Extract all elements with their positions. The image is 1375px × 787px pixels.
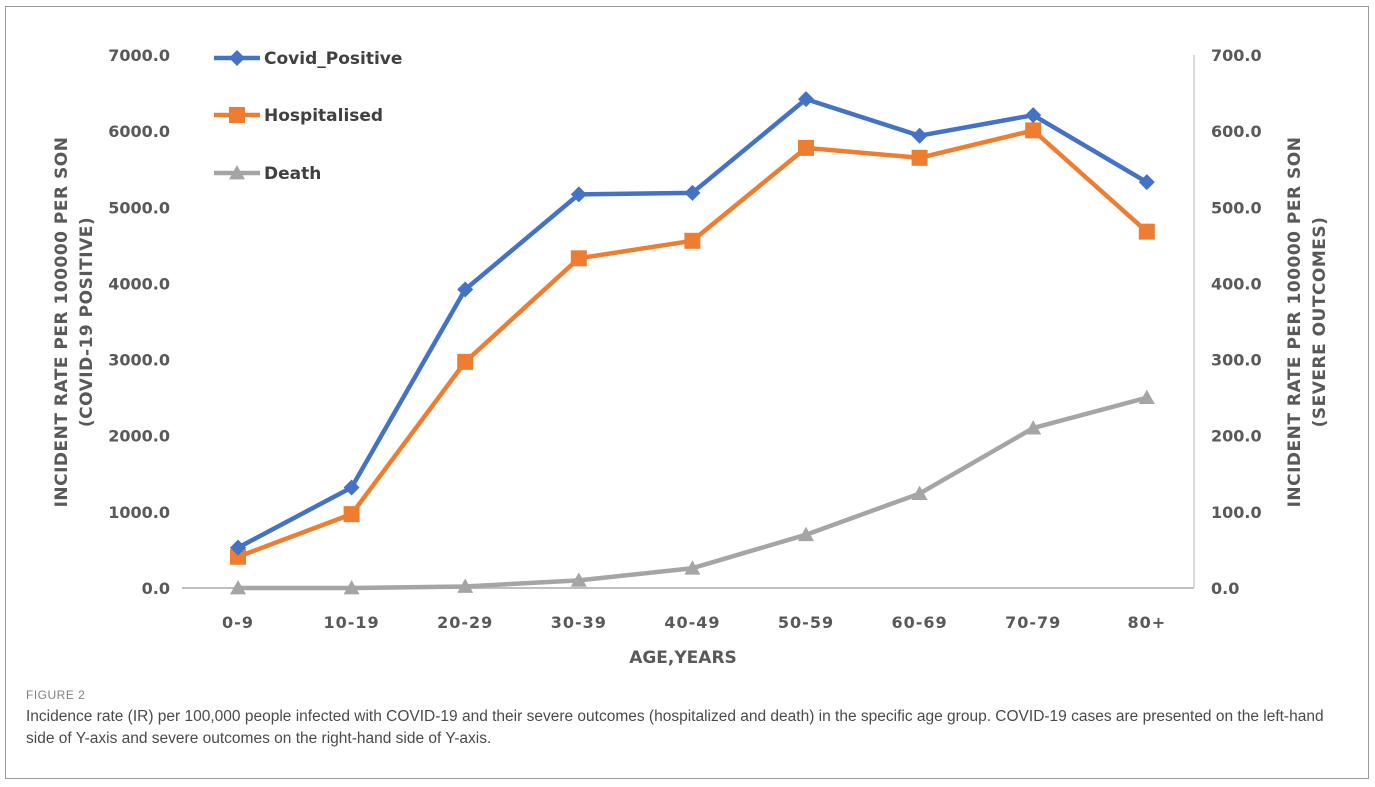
right-y-tick-label: 400.0: [1211, 274, 1262, 293]
x-ticks: 0-9 10-19 20-29 30-39 40-49 50-59 60-69 70-79 80…: [222, 613, 1166, 632]
data-point-death: [230, 580, 246, 595]
series-death: [230, 389, 1155, 595]
right-y-tick-label: 700.0: [1211, 46, 1262, 65]
x-tick-label: 50-59: [778, 613, 834, 632]
x-tick-label: 70-79: [1005, 613, 1061, 632]
x-tick-label: 10-19: [324, 613, 380, 632]
figure-label: FIGURE 2: [26, 688, 86, 702]
left-y-ticks: 0.0 1000.0 2000.0 3000.0 4000.0 5000.0 6000.0 7…: [108, 46, 170, 598]
data-point-covid-positive: [343, 479, 360, 496]
right-y-tick-label: 600.0: [1211, 122, 1262, 141]
right-y-tick-label: 300.0: [1211, 351, 1262, 370]
data-point-death: [798, 526, 814, 542]
data-point-covid-positive: [911, 127, 928, 144]
right-y-tick-label: 100.0: [1211, 503, 1262, 522]
left-y-tick-label: 6000.0: [108, 122, 170, 141]
series-layer: [230, 91, 1155, 595]
legend-item-hospitalised: Hospitalised: [214, 106, 383, 126]
left-y-tick-label: 0.0: [142, 579, 170, 598]
data-point-hospitalised: [343, 506, 360, 523]
data-point-covid-positive: [1138, 174, 1155, 191]
right-y-axis-title-line2: (SEVERE OUTCOMES): [1310, 217, 1330, 428]
axes-layer: [182, 55, 1195, 589]
series-hospitalised: [230, 122, 1155, 565]
x-tick-label: 30-39: [551, 613, 607, 632]
left-y-axis-title-line1: INCIDENT RATE PER 100000 PER SON: [52, 137, 72, 508]
data-point-covid-positive: [570, 186, 587, 203]
data-point-death: [570, 572, 587, 587]
figure-frame: 0.0 1000.0 2000.0 3000.0 4000.0 5000.0 6000.0 7…: [5, 6, 1369, 779]
left-y-tick-label: 3000.0: [108, 351, 170, 370]
chart: 0.0 1000.0 2000.0 3000.0 4000.0 5000.0 6000.0 7…: [52, 46, 1330, 668]
right-y-ticks: 0.0 100.0 200.0 300.0 400.0 500.0 600.0 700.0: [1211, 46, 1262, 598]
data-point-hospitalised: [570, 250, 587, 267]
legend-item-death: Death: [214, 164, 321, 184]
series-covid-positive: [230, 91, 1155, 556]
legend: Covid_Positive Hospitalised Death: [214, 49, 402, 184]
data-point-death: [911, 485, 928, 500]
right-y-tick-label: 0.0: [1211, 579, 1239, 598]
data-point-death: [1138, 389, 1155, 405]
data-point-death: [457, 578, 474, 593]
legend-swatch-marker: [229, 107, 245, 123]
data-point-covid-positive: [457, 281, 474, 298]
data-point-hospitalised: [1138, 223, 1155, 240]
data-point-hospitalised: [911, 149, 928, 166]
data-point-hospitalised: [1025, 122, 1042, 139]
left-y-tick-label: 7000.0: [108, 46, 170, 65]
data-point-hospitalised: [798, 139, 814, 156]
x-tick-label: 40-49: [664, 613, 720, 632]
data-point-covid-positive: [1025, 107, 1042, 124]
figure-caption: Incidence rate (IR) per 100,000 people i…: [26, 708, 1324, 747]
left-y-tick-label: 4000.0: [108, 274, 170, 293]
right-y-tick-label: 200.0: [1211, 427, 1262, 446]
data-point-covid-positive: [230, 539, 246, 556]
legend-swatch-marker: [229, 165, 245, 180]
right-y-axis-title-line1: INCIDENT RATE PER 100000 PER SON: [1285, 137, 1305, 508]
data-point-covid-positive: [684, 184, 701, 201]
x-tick-label: 20-29: [437, 613, 493, 632]
data-point-death: [684, 560, 701, 575]
data-point-hospitalised: [684, 232, 701, 249]
x-tick-label: 60-69: [892, 613, 948, 632]
legend-label: Covid_Positive: [264, 49, 402, 69]
series-line-death: [238, 395, 1148, 591]
legend-label: Hospitalised: [264, 106, 383, 126]
x-tick-label: 0-9: [222, 613, 254, 632]
x-tick-label: 80+: [1127, 613, 1166, 632]
left-y-tick-label: 1000.0: [108, 503, 170, 522]
x-axis-title: AGE,YEARS: [629, 648, 737, 668]
data-point-death: [1025, 420, 1042, 435]
legend-item-covid-positive: Covid_Positive: [214, 49, 402, 69]
legend-swatch-marker: [229, 50, 245, 66]
data-point-covid-positive: [798, 91, 814, 108]
left-y-axis-title-line2: (COVID-19 POSITIVE): [77, 217, 97, 427]
data-point-hospitalised: [230, 548, 246, 565]
right-y-tick-label: 500.0: [1211, 198, 1262, 217]
data-point-death: [343, 580, 360, 595]
left-y-tick-label: 2000.0: [108, 427, 170, 446]
left-y-tick-label: 5000.0: [108, 198, 170, 217]
data-point-hospitalised: [457, 353, 474, 370]
legend-label: Death: [264, 164, 321, 184]
